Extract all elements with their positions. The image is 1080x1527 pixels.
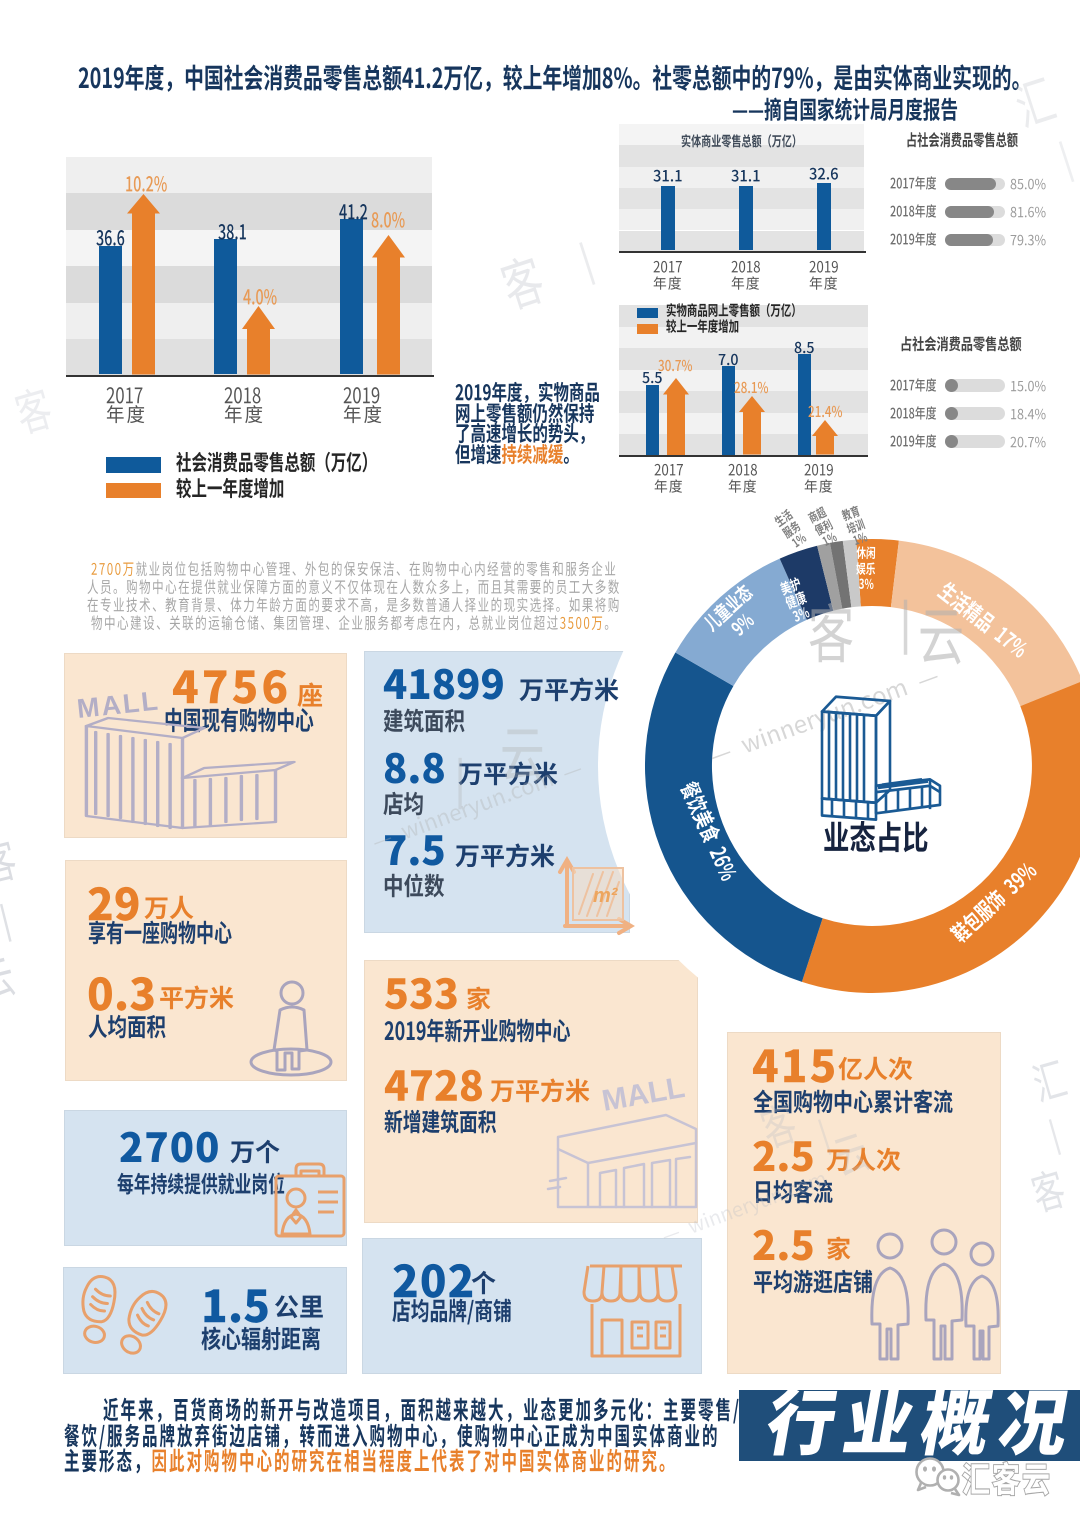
- svg-text:MALL: MALL: [75, 685, 161, 724]
- svg-text:m²: m²: [593, 885, 619, 907]
